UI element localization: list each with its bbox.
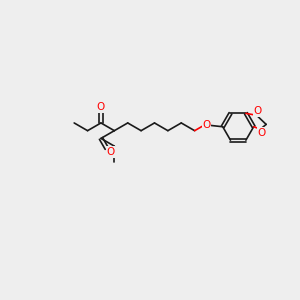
Text: O: O	[106, 147, 114, 157]
Text: O: O	[254, 106, 262, 116]
Text: O: O	[97, 103, 105, 112]
Text: O: O	[202, 120, 211, 130]
Text: O: O	[257, 128, 266, 138]
